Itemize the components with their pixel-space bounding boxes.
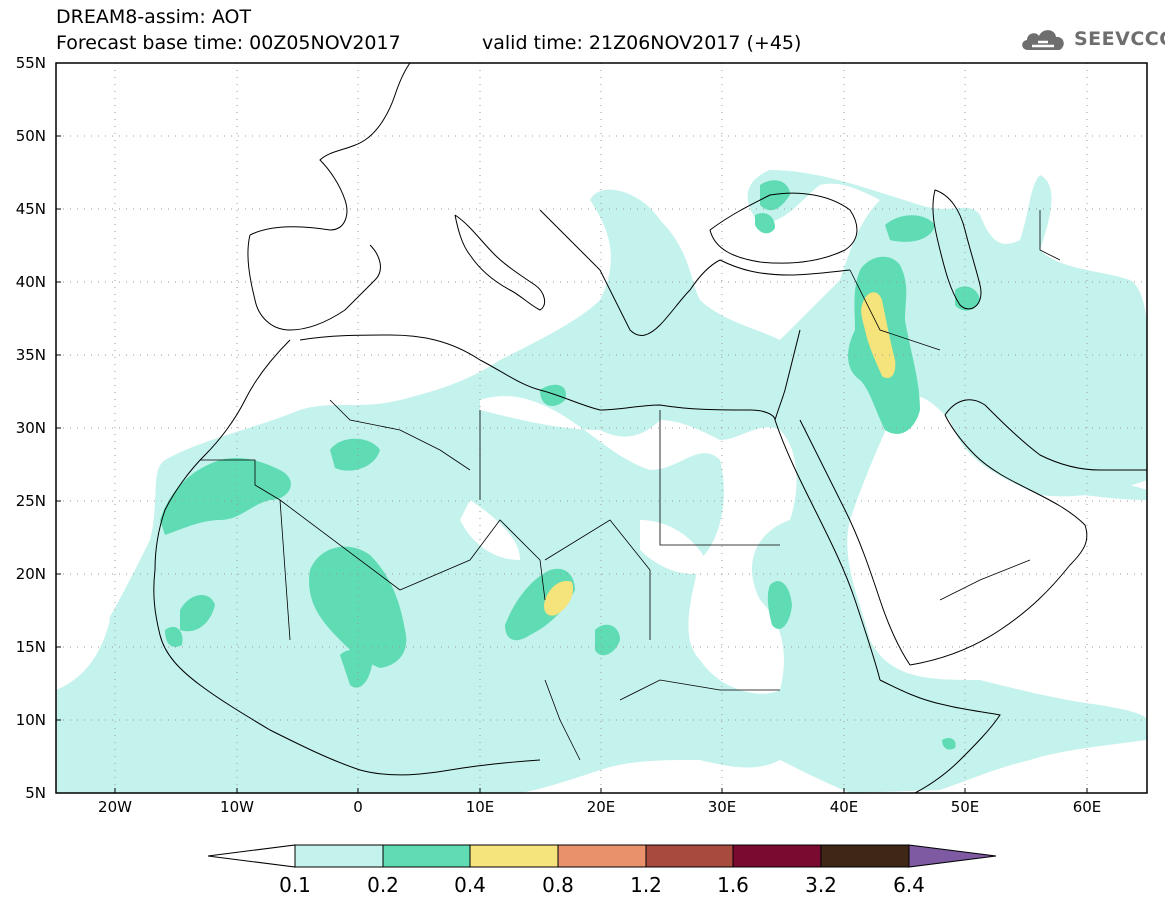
lon-label: 10W <box>220 798 254 816</box>
colorbar-tick: 0.4 <box>454 873 486 897</box>
lat-label: 5N <box>25 784 46 802</box>
colorbar-tick: 6.4 <box>893 873 925 897</box>
colorbar-tick: 3.2 <box>805 873 837 897</box>
lat-label: 10N <box>16 711 46 729</box>
lat-label: 35N <box>16 346 46 364</box>
logo-text: SEEVCCC <box>1074 28 1165 50</box>
colorbar-tick: 1.6 <box>717 873 749 897</box>
aot-field <box>56 152 1147 793</box>
lat-label: 15N <box>16 638 46 656</box>
lon-label: 60E <box>1073 798 1102 816</box>
map-title: DREAM8-assim: AOT <box>56 6 252 28</box>
colorbar-tick: 0.2 <box>367 873 399 897</box>
lon-label: 50E <box>951 798 980 816</box>
colorbar-tick: 1.2 <box>630 873 662 897</box>
colorbar-cell <box>294 844 384 868</box>
lat-axis: 55N 50N 45N 40N 35N 30N 25N 20N 15N 10N … <box>16 54 61 802</box>
lat-label: 45N <box>16 200 46 218</box>
colorbar-tick: 0.1 <box>279 873 311 897</box>
lon-label: 10E <box>466 798 495 816</box>
lat-label: 55N <box>16 54 46 72</box>
aot-band-0-4 <box>544 292 896 616</box>
lon-axis: 20W 10W 0 10E 20E 30E 40E 50E 60E <box>98 788 1101 816</box>
colorbar-tick: 0.8 <box>542 873 574 897</box>
colorbar-over-arrow <box>908 844 997 868</box>
lon-label: 30E <box>708 798 737 816</box>
colorbar-labels: 0.1 0.2 0.4 0.8 1.2 1.6 3.2 6.4 <box>279 873 925 897</box>
valid-time: valid time: 21Z06NOV2017 (+45) <box>482 32 802 54</box>
colorbar-cell <box>557 844 647 868</box>
lat-label: 30N <box>16 419 46 437</box>
lon-label: 20E <box>587 798 616 816</box>
lat-label: 50N <box>16 127 46 145</box>
seevccc-logo: SEEVCCC <box>1018 22 1165 56</box>
colorbar-cell <box>382 844 471 868</box>
lon-label: 20W <box>98 798 132 816</box>
aot-clean-areas <box>56 152 890 694</box>
country-borders <box>200 210 1061 761</box>
colorbar-under-arrow <box>207 844 296 868</box>
colorbar-cell <box>732 844 822 868</box>
lat-label: 20N <box>16 565 46 583</box>
colorbar-cell <box>469 844 559 868</box>
lon-label: 40E <box>830 798 859 816</box>
lon-label: 0 <box>353 798 363 816</box>
lat-label: 25N <box>16 492 46 510</box>
colorbar-cell <box>645 844 734 868</box>
colorbar <box>207 844 997 868</box>
coastlines <box>153 63 1147 793</box>
forecast-base-time: Forecast base time: 00Z05NOV2017 <box>56 32 401 54</box>
colorbar-cell <box>820 844 910 868</box>
cloud-icon <box>1022 30 1064 50</box>
lat-label: 40N <box>16 273 46 291</box>
